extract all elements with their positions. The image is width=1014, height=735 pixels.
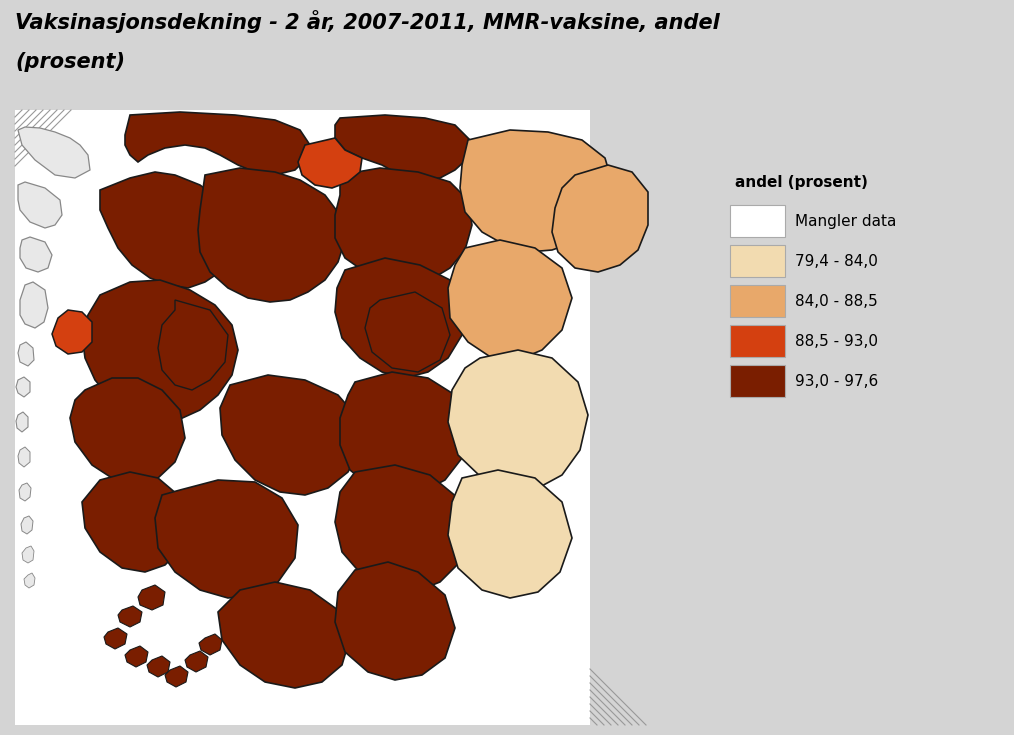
Polygon shape (198, 168, 345, 302)
Polygon shape (16, 377, 30, 397)
Polygon shape (218, 582, 350, 688)
Polygon shape (298, 138, 362, 188)
Text: Vaksinasjonsdekning - 2 år, 2007-2011, MMR-vaksine, andel: Vaksinasjonsdekning - 2 år, 2007-2011, M… (15, 10, 720, 33)
Bar (730, 245, 785, 277)
Polygon shape (82, 472, 188, 572)
Text: 93,0 - 97,6: 93,0 - 97,6 (795, 373, 878, 389)
Polygon shape (70, 378, 185, 485)
Polygon shape (335, 465, 468, 592)
Polygon shape (22, 546, 34, 563)
Polygon shape (18, 342, 34, 366)
Polygon shape (335, 258, 465, 378)
Bar (730, 325, 785, 357)
Polygon shape (82, 280, 238, 422)
Bar (730, 285, 785, 317)
Polygon shape (20, 237, 52, 272)
Bar (730, 205, 785, 237)
Polygon shape (158, 300, 228, 390)
Polygon shape (18, 447, 30, 467)
Polygon shape (125, 112, 310, 175)
Polygon shape (335, 168, 472, 285)
Polygon shape (365, 292, 450, 372)
Polygon shape (118, 606, 142, 627)
Polygon shape (147, 656, 170, 677)
Polygon shape (460, 130, 612, 252)
Text: Mangler data: Mangler data (795, 213, 896, 229)
Text: andel (prosent): andel (prosent) (735, 175, 868, 190)
Polygon shape (185, 651, 208, 672)
Polygon shape (52, 310, 92, 354)
Polygon shape (15, 110, 670, 725)
Polygon shape (552, 165, 648, 272)
Polygon shape (24, 573, 35, 588)
Polygon shape (590, 110, 670, 725)
Polygon shape (19, 483, 31, 501)
Polygon shape (138, 585, 165, 610)
Polygon shape (100, 172, 238, 288)
Polygon shape (340, 372, 468, 495)
Polygon shape (199, 634, 222, 655)
Text: (prosent): (prosent) (15, 52, 125, 72)
Polygon shape (335, 115, 470, 180)
Text: 79,4 - 84,0: 79,4 - 84,0 (795, 254, 878, 268)
Polygon shape (155, 480, 298, 598)
Polygon shape (448, 470, 572, 598)
Polygon shape (335, 562, 455, 680)
Polygon shape (125, 646, 148, 667)
Bar (730, 365, 785, 397)
Text: 88,5 - 93,0: 88,5 - 93,0 (795, 334, 878, 348)
Polygon shape (18, 182, 62, 228)
Polygon shape (165, 666, 188, 687)
Polygon shape (448, 240, 572, 360)
Polygon shape (448, 350, 588, 490)
Polygon shape (21, 516, 33, 534)
Polygon shape (18, 127, 90, 178)
Polygon shape (16, 412, 28, 432)
Text: 84,0 - 88,5: 84,0 - 88,5 (795, 293, 878, 309)
Polygon shape (220, 375, 360, 495)
Polygon shape (104, 628, 127, 649)
Polygon shape (20, 282, 48, 328)
